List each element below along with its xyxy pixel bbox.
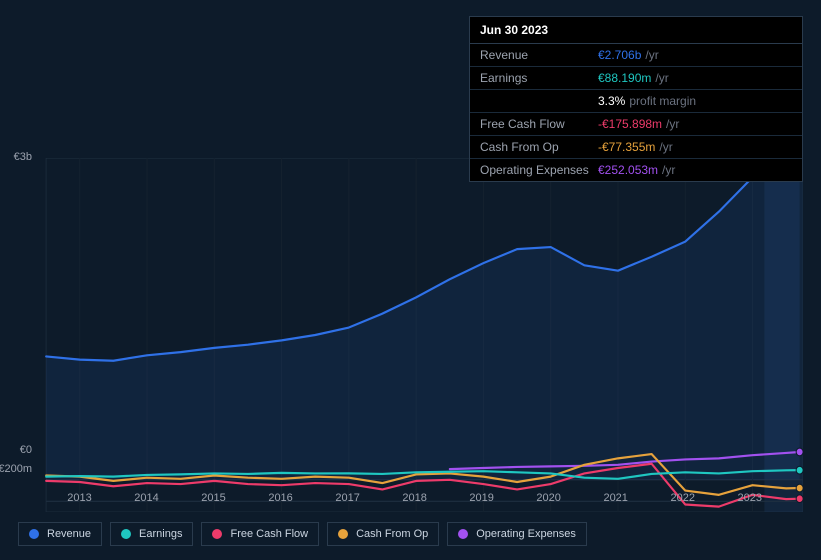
tooltip-row-label <box>480 94 598 108</box>
x-axis-label: 2023 <box>737 492 761 504</box>
x-axis-label: 2016 <box>268 492 292 504</box>
tooltip-row-label: Cash From Op <box>480 140 598 154</box>
tooltip-row: Free Cash Flow-€175.898m/yr <box>470 113 802 136</box>
x-axis-label: 2020 <box>536 492 560 504</box>
x-axis-label: 2018 <box>402 492 426 504</box>
legend-swatch <box>121 529 131 539</box>
legend-item-free-cash-flow[interactable]: Free Cash Flow <box>201 522 319 546</box>
legend-item-operating-expenses[interactable]: Operating Expenses <box>447 522 587 546</box>
tooltip-row-value: €2.706b <box>598 48 641 62</box>
financial-chart: €3b€0-€200m <box>18 158 803 512</box>
legend-label: Operating Expenses <box>476 528 576 540</box>
chart-legend: Revenue Earnings Free Cash Flow Cash From O… <box>18 522 587 546</box>
tooltip-row-label: Revenue <box>480 48 598 62</box>
x-axis-label: 2015 <box>201 492 225 504</box>
tooltip-row-value: €252.053m <box>598 163 658 177</box>
tooltip-row-value: 3.3% <box>598 94 625 108</box>
tooltip-row-unit: /yr <box>645 48 658 62</box>
tooltip-row: 3.3% profit margin <box>470 90 802 113</box>
legend-swatch <box>29 529 39 539</box>
tooltip-row-label: Free Cash Flow <box>480 117 598 131</box>
legend-label: Cash From Op <box>356 528 428 540</box>
tooltip-row-unit: /yr <box>655 71 668 85</box>
tooltip-row-unit: /yr <box>662 163 675 177</box>
x-axis-label: 2013 <box>67 492 91 504</box>
y-axis-label: €3b <box>14 151 32 163</box>
legend-item-revenue[interactable]: Revenue <box>18 522 102 546</box>
y-axis-label: €0 <box>20 444 32 456</box>
tooltip-row-unit: profit margin <box>629 94 696 108</box>
x-axis: 2013 2014 2015 2016 2017 2018 2019 2020 2021 2022… <box>18 492 803 510</box>
tooltip-row-value: -€77.355m <box>598 140 655 154</box>
legend-swatch <box>212 529 222 539</box>
legend-item-cash-from-op[interactable]: Cash From Op <box>327 522 439 546</box>
tooltip-row-unit: /yr <box>659 140 672 154</box>
tooltip-row: Revenue€2.706b/yr <box>470 44 802 67</box>
legend-item-earnings[interactable]: Earnings <box>110 522 193 546</box>
tooltip-row-unit: /yr <box>666 117 679 131</box>
tooltip-row: Cash From Op-€77.355m/yr <box>470 136 802 159</box>
tooltip-row-label: Operating Expenses <box>480 163 598 177</box>
tooltip-row: Earnings€88.190m/yr <box>470 67 802 90</box>
legend-label: Free Cash Flow <box>230 528 308 540</box>
x-axis-label: 2021 <box>603 492 627 504</box>
chart-svg <box>18 158 803 512</box>
legend-label: Earnings <box>139 528 182 540</box>
tooltip-date: Jun 30 2023 <box>470 17 802 44</box>
x-axis-label: 2017 <box>335 492 359 504</box>
legend-swatch <box>458 529 468 539</box>
x-axis-label: 2014 <box>134 492 158 504</box>
y-axis-label: -€200m <box>0 463 32 475</box>
tooltip-row-value: €88.190m <box>598 71 651 85</box>
x-axis-label: 2022 <box>670 492 694 504</box>
legend-label: Revenue <box>47 528 91 540</box>
x-axis-label: 2019 <box>469 492 493 504</box>
tooltip-row: Operating Expenses€252.053m/yr <box>470 159 802 181</box>
tooltip-row-label: Earnings <box>480 71 598 85</box>
tooltip-row-value: -€175.898m <box>598 117 662 131</box>
legend-swatch <box>338 529 348 539</box>
chart-tooltip: Jun 30 2023 Revenue€2.706b/yrEarnings€88… <box>469 16 803 182</box>
